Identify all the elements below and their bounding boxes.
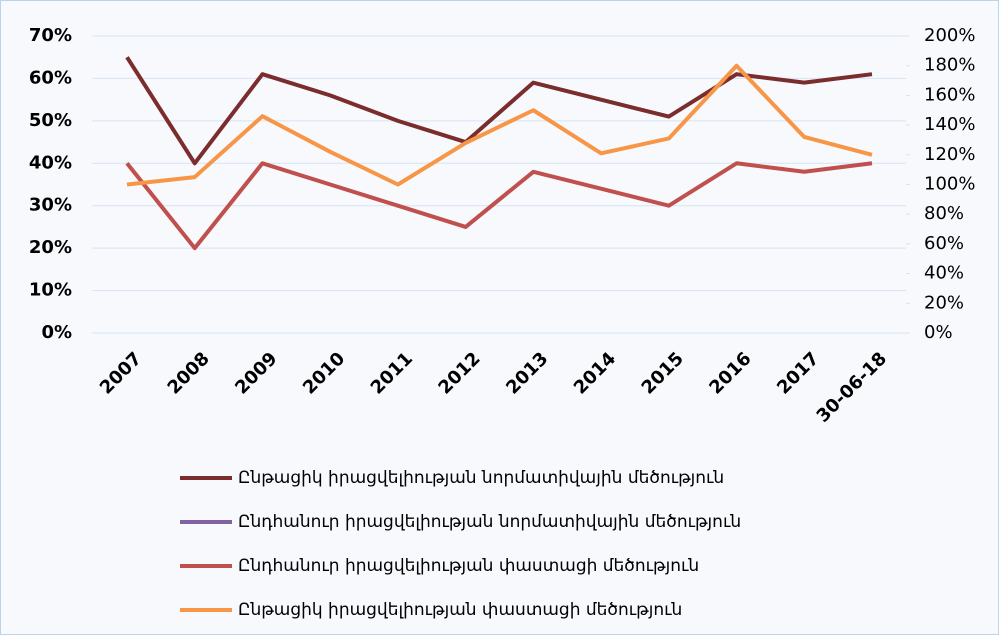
- y2-tick-label: 140%: [924, 114, 975, 135]
- y2-tick-label: 180%: [924, 55, 975, 76]
- y2-tick-label: 200%: [924, 25, 975, 46]
- y-tick-label: 0%: [41, 322, 72, 343]
- y-tick-label: 20%: [29, 237, 72, 258]
- y2-tick-label: 60%: [924, 233, 964, 254]
- y-tick-label: 10%: [29, 280, 72, 301]
- y2-tick-label: 40%: [924, 263, 964, 284]
- y-tick-label: 30%: [29, 195, 72, 216]
- y2-tick-label: 160%: [924, 84, 975, 105]
- y2-tick-label: 20%: [924, 292, 964, 313]
- y-tick-label: 50%: [29, 110, 72, 131]
- y-tick-label: 40%: [29, 152, 72, 173]
- legend-label: Ընթացիկ իրացվելիության նորմատիվային մեծո…: [238, 468, 724, 488]
- legend-label: Ընթացիկ իրացվելիության փաստացի մեծությու…: [238, 600, 682, 620]
- legend-label: Ընդհանուր իրացվելիության փաստացի մեծությ…: [238, 556, 699, 576]
- legend-label: Ընդհանուր իրացվելիության նորմատիվային մե…: [238, 512, 741, 532]
- y2-tick-label: 0%: [924, 322, 953, 343]
- y2-tick-label: 100%: [924, 174, 975, 195]
- y-tick-label: 70%: [29, 25, 72, 46]
- y2-tick-label: 80%: [924, 203, 964, 224]
- y2-tick-label: 120%: [924, 144, 975, 165]
- series-line: [126, 63, 873, 187]
- series-line: [125, 161, 873, 251]
- y-tick-label: 60%: [29, 67, 72, 88]
